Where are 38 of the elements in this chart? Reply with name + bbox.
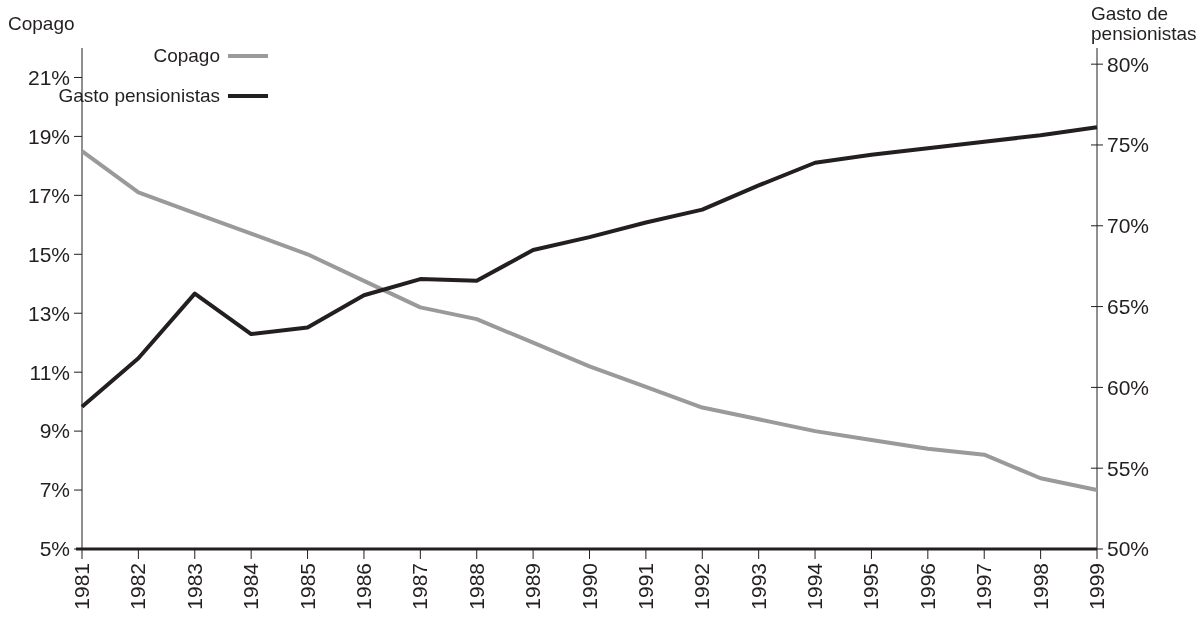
x-tick-label: 1990	[577, 563, 601, 610]
x-tick-label: 1984	[239, 562, 263, 610]
x-tick-label: 1981	[70, 563, 93, 610]
x-tick-label: 1992	[690, 563, 714, 610]
legend-label: Copago	[153, 45, 220, 66]
y2-tick-label: 65%	[1107, 294, 1150, 318]
x-tick-label: 1988	[464, 563, 488, 610]
y2-tick-label: 70%	[1107, 214, 1150, 238]
x-tick-label: 1994	[803, 562, 827, 610]
y-tick-label: 5%	[39, 537, 70, 561]
x-tick-label: 1989	[521, 563, 545, 610]
y2-axis-title: Gasto de pensionistas	[1091, 3, 1197, 44]
y-tick-label: 7%	[39, 478, 70, 502]
x-tick-label: 1996	[915, 563, 939, 610]
line-series	[80, 149, 1099, 493]
y-tick-label: 9%	[39, 419, 70, 443]
y2-tick-label: 75%	[1107, 133, 1150, 157]
x-tick-label: 1987	[408, 563, 432, 610]
y-tick-label: 13%	[27, 301, 70, 325]
x-tick-label: 1983	[182, 563, 206, 610]
x-tick-label: 1997	[972, 563, 996, 610]
y-tick-label: 17%	[27, 183, 70, 207]
x-tick-label: 1985	[295, 563, 319, 610]
y-tick-label: 15%	[27, 242, 70, 266]
x-tick-label: 1982	[126, 563, 150, 610]
y2-tick-label: 80%	[1107, 52, 1150, 76]
x-tick-label: 1986	[351, 563, 375, 610]
x-tick-label: 1999	[1085, 563, 1108, 610]
x-tick-label: 1991	[633, 563, 657, 610]
y-tick-label: 19%	[27, 124, 70, 148]
x-tick-label: 1998	[1028, 563, 1052, 610]
x-tick-label: 1993	[746, 563, 770, 610]
y2-tick-label: 50%	[1107, 537, 1150, 561]
y2-tick-label: 55%	[1107, 456, 1150, 480]
y-tick-label: 11%	[29, 360, 70, 384]
x-tick-label: 1995	[859, 563, 883, 610]
y2-tick-label: 60%	[1107, 375, 1150, 399]
y-axis-title: Copago	[8, 13, 75, 34]
